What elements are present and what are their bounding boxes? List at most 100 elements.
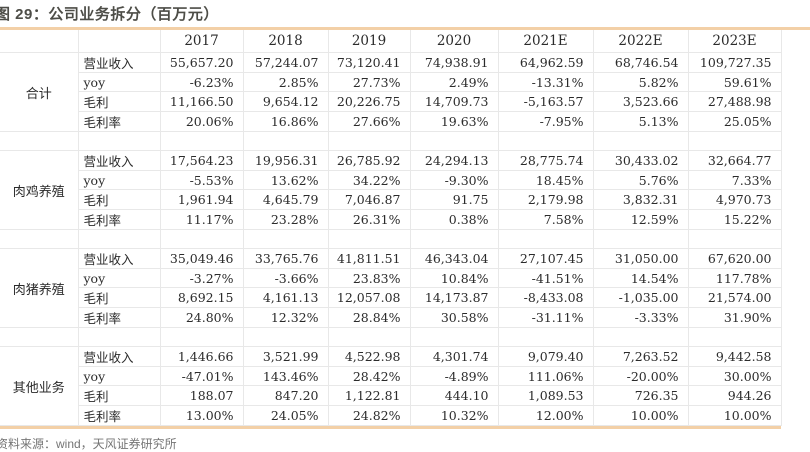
value-cell: 1,089.53 — [498, 385, 594, 406]
table-row: 毛利率 20.06% 16.86% 27.66% 19.63% -7.95% 5.13% 25… — [0, 111, 782, 132]
value-cell: 27.73% — [328, 72, 411, 92]
value-cell: 12.00% — [498, 405, 594, 426]
value-cell: 34.22% — [328, 170, 411, 190]
header-year-2022e: 2022E — [593, 30, 689, 53]
value-cell: 444.10 — [410, 385, 499, 406]
value-cell: 27.66% — [328, 111, 411, 132]
metric-label: 营业收入 — [78, 150, 161, 171]
value-cell: 1,122.81 — [328, 385, 411, 406]
value-cell: 10.32% — [410, 405, 499, 426]
value-cell: 7.33% — [688, 170, 782, 190]
table-row: 肉鸡养殖 营业收入 17,564.23 19,956.31 26,785.92 24,29… — [0, 150, 782, 230]
table-row: yoy -5.53% 13.62% 34.22% -9.30% 18.45% 5.76% 7.… — [0, 170, 782, 190]
value-cell: 3,521.99 — [243, 346, 329, 367]
table-row: 毛利率 11.17% 23.28% 26.31% 0.38% 7.58% 12.59% 15.… — [0, 209, 782, 230]
separator-cell — [328, 131, 411, 151]
header-year-2020: 2020 — [410, 30, 499, 53]
table-row: yoy -3.27% -3.66% 23.83% 10.84% -41.51% 14.54%… — [0, 268, 782, 288]
metric-label: 毛利 — [78, 91, 161, 112]
value-cell: 9,079.40 — [498, 346, 594, 367]
value-cell: 847.20 — [243, 385, 329, 406]
value-cell: 8,692.15 — [160, 287, 244, 308]
value-cell: 46,343.04 — [410, 248, 499, 269]
value-cell: 26,785.92 — [328, 150, 411, 171]
value-cell: 30.00% — [688, 366, 782, 386]
separator-cell — [688, 327, 782, 347]
value-cell: 25.05% — [688, 111, 782, 132]
table-row: 毛利率 13.00% 24.05% 24.82% 10.32% 12.00% 10.00% 1… — [0, 405, 782, 426]
metric-label: 毛利率 — [78, 307, 161, 328]
separator-cell — [160, 131, 244, 151]
table-row: yoy -6.23% 2.85% 27.73% 2.49% -13.31% 5.82% 59.… — [0, 72, 782, 92]
value-cell: 10.00% — [688, 405, 782, 426]
separator-cell — [78, 131, 161, 151]
header-year-2017: 2017 — [160, 30, 244, 53]
value-cell: 20.06% — [160, 111, 244, 132]
separator-cell — [0, 131, 79, 151]
value-cell: 19,956.31 — [243, 150, 329, 171]
value-cell: 9,442.58 — [688, 346, 782, 367]
value-cell: 4,301.74 — [410, 346, 499, 367]
separator-row — [0, 327, 782, 347]
separator-cell — [243, 131, 329, 151]
value-cell: 111.06% — [498, 366, 594, 386]
value-cell: -31.11% — [498, 307, 594, 328]
separator-cell — [0, 229, 79, 249]
header-corner-cell — [0, 30, 79, 53]
value-cell: 5.13% — [593, 111, 689, 132]
value-cell: 67,620.00 — [688, 248, 782, 269]
metric-label: 毛利率 — [78, 111, 161, 132]
value-cell: 27,488.98 — [688, 91, 782, 112]
separator-cell — [410, 229, 499, 249]
value-cell: 24,294.13 — [410, 150, 499, 171]
value-cell: 2.85% — [243, 72, 329, 92]
value-cell: 57,244.07 — [243, 52, 329, 73]
separator-cell — [243, 327, 329, 347]
value-cell: 2,179.98 — [498, 189, 594, 210]
table-row: 其他业务 营业收入 1,446.66 3,521.99 4,522.98 4,301.74… — [0, 346, 782, 426]
separator-cell — [160, 327, 244, 347]
value-cell: 3,523.66 — [593, 91, 689, 112]
value-cell: 30,433.02 — [593, 150, 689, 171]
value-cell: 12.32% — [243, 307, 329, 328]
table-row: 毛利 8,692.15 4,161.13 12,057.08 14,173.87 -8,4… — [0, 287, 782, 308]
value-cell: 31,050.00 — [593, 248, 689, 269]
table-row: 毛利 11,166.50 9,654.12 20,226.75 14,709.73 -5,… — [0, 91, 782, 112]
table-header-row: 2017 2018 2019 2020 2021E 2022E 2023E — [0, 30, 782, 53]
table-row: 毛利 188.07 847.20 1,122.81 444.10 1,089.53 726.… — [0, 385, 782, 406]
value-cell: 74,938.91 — [410, 52, 499, 73]
value-cell: 7.58% — [498, 209, 594, 230]
value-cell: -6.23% — [160, 72, 244, 92]
metric-label: 毛利 — [78, 385, 161, 406]
separator-cell — [688, 131, 782, 151]
value-cell: 5.82% — [593, 72, 689, 92]
separator-cell — [0, 327, 79, 347]
value-cell: 35,049.46 — [160, 248, 244, 269]
value-cell: 4,161.13 — [243, 287, 329, 308]
value-cell: 73,120.41 — [328, 52, 411, 73]
value-cell: 27,107.45 — [498, 248, 594, 269]
metric-label: yoy — [78, 72, 161, 92]
business-breakdown-table: 2017 2018 2019 2020 2021E 2022E 2023E 合计 营业收入 55,… — [0, 30, 782, 426]
value-cell: 13.00% — [160, 405, 244, 426]
metric-label: 毛利 — [78, 287, 161, 308]
table-row: 肉猪养殖 营业收入 35,049.46 33,765.76 41,811.51 46,34… — [0, 248, 782, 328]
value-cell: 18.45% — [498, 170, 594, 190]
value-cell: -3.66% — [243, 268, 329, 288]
value-cell: -5.53% — [160, 170, 244, 190]
section-label-1: 肉鸡养殖 — [0, 150, 79, 230]
value-cell: 143.46% — [243, 366, 329, 386]
value-cell: 26.31% — [328, 209, 411, 230]
value-cell: 13.62% — [243, 170, 329, 190]
separator-cell — [328, 327, 411, 347]
value-cell: 5.76% — [593, 170, 689, 190]
value-cell: 11,166.50 — [160, 91, 244, 112]
section-label-2: 肉猪养殖 — [0, 248, 79, 328]
value-cell: -9.30% — [410, 170, 499, 190]
value-cell: -5,163.57 — [498, 91, 594, 112]
metric-label: yoy — [78, 268, 161, 288]
table-row: yoy -47.01% 143.46% 28.42% -4.89% 111.06% -20.… — [0, 366, 782, 386]
value-cell: 12,057.08 — [328, 287, 411, 308]
value-cell: 19.63% — [410, 111, 499, 132]
separator-cell — [593, 327, 689, 347]
